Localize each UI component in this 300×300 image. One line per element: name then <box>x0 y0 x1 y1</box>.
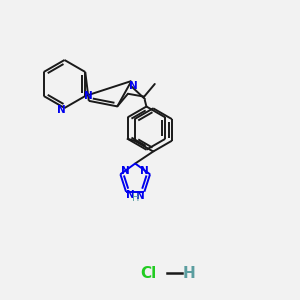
Text: N: N <box>84 91 93 101</box>
Text: N: N <box>140 166 149 176</box>
Text: H: H <box>132 193 140 203</box>
Text: Cl: Cl <box>140 266 157 280</box>
Text: N: N <box>126 190 135 200</box>
Text: H: H <box>183 266 195 280</box>
Text: N: N <box>128 80 137 91</box>
Text: N: N <box>122 166 130 176</box>
Text: N: N <box>136 191 144 201</box>
Text: N: N <box>56 105 65 116</box>
